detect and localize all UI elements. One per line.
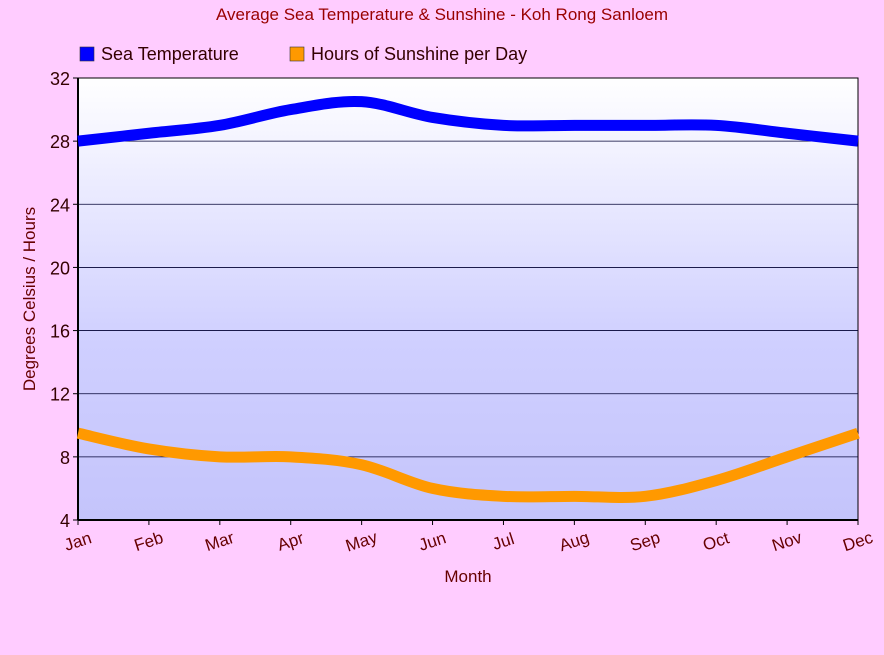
x-tick-label: Sep — [628, 528, 663, 555]
x-axis: Jan Feb Mar Apr May Jun Jul Aug Sep Oct Nov Dec — [62, 519, 876, 556]
series-line-sea-temperature — [77, 95, 859, 147]
x-tick-label: Jun — [416, 528, 448, 555]
series-lines — [76, 95, 860, 503]
y-tick-label: 16 — [50, 322, 70, 342]
legend-label: Hours of Sunshine per Day — [311, 44, 527, 64]
legend-swatch — [289, 46, 305, 62]
x-tick-label: Apr — [275, 528, 306, 554]
legend-label: Sea Temperature — [101, 44, 239, 64]
x-tick-label: Nov — [770, 528, 805, 556]
y-tick-label: 28 — [50, 132, 70, 152]
plot-area — [77, 77, 859, 521]
y-tick-label: 20 — [50, 258, 70, 278]
y-tick-label: 8 — [60, 448, 70, 468]
y-axis-label: Degrees Celsius / Hours — [20, 207, 39, 391]
x-tick-label: Jan — [62, 528, 94, 555]
x-tick-label: Aug — [557, 528, 592, 555]
x-tick-label: Jul — [490, 529, 517, 554]
y-tick-label: 12 — [50, 385, 70, 405]
series-line-sunshine — [76, 427, 860, 503]
x-tick-label: Dec — [841, 528, 876, 556]
y-tick-label: 24 — [50, 195, 70, 215]
x-axis-label: Month — [444, 567, 491, 586]
x-tick-label: Feb — [132, 528, 166, 555]
y-axis: 4 8 12 16 20 24 28 32 — [50, 69, 79, 531]
legend: Sea Temperature Hours of Sunshine per Day — [79, 44, 527, 64]
y-tick-label: 32 — [50, 69, 70, 89]
x-tick-label: Oct — [701, 528, 732, 554]
x-tick-label: Mar — [203, 528, 237, 555]
chart-title: Average Sea Temperature & Sunshine - Koh… — [216, 5, 668, 24]
y-tick-label: 4 — [60, 511, 70, 531]
x-tick-label: May — [343, 527, 380, 555]
legend-swatch — [79, 46, 95, 62]
